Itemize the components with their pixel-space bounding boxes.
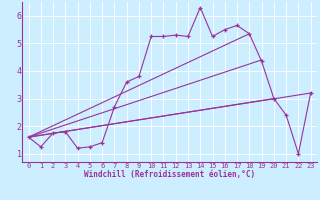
X-axis label: Windchill (Refroidissement éolien,°C): Windchill (Refroidissement éolien,°C) <box>84 170 255 179</box>
